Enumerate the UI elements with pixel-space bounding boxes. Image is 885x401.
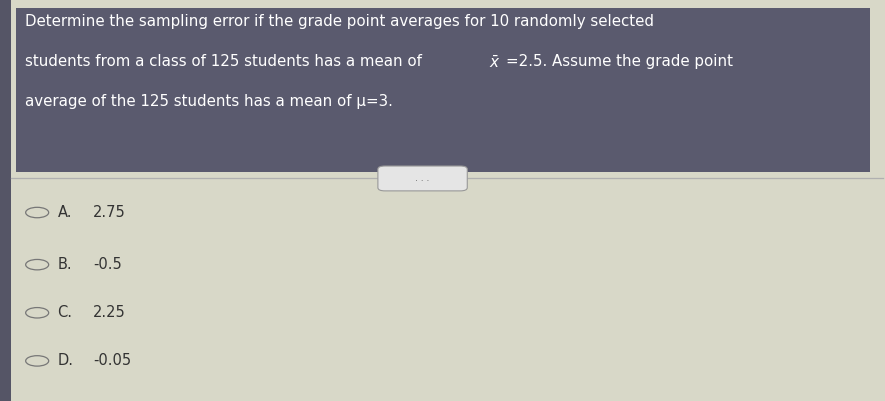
Text: students from a class of 125 students has a mean of: students from a class of 125 students ha… xyxy=(25,54,427,69)
FancyBboxPatch shape xyxy=(0,0,11,401)
Text: D.: D. xyxy=(58,353,73,369)
Text: C.: C. xyxy=(58,305,73,320)
Text: Determine the sampling error if the grade point averages for 10 randomly selecte: Determine the sampling error if the grad… xyxy=(25,14,654,29)
Text: -0.05: -0.05 xyxy=(93,353,131,369)
Text: B.: B. xyxy=(58,257,73,272)
Text: $\bar{x}$: $\bar{x}$ xyxy=(489,55,501,71)
Text: 2.75: 2.75 xyxy=(93,205,126,220)
FancyBboxPatch shape xyxy=(378,166,467,191)
Text: A.: A. xyxy=(58,205,72,220)
Text: -0.5: -0.5 xyxy=(93,257,121,272)
Text: average of the 125 students has a mean of μ=3.: average of the 125 students has a mean o… xyxy=(25,94,393,109)
FancyBboxPatch shape xyxy=(16,8,870,172)
Text: =2.5. Assume the grade point: =2.5. Assume the grade point xyxy=(506,54,733,69)
Text: . . .: . . . xyxy=(415,174,430,182)
Text: 2.25: 2.25 xyxy=(93,305,126,320)
